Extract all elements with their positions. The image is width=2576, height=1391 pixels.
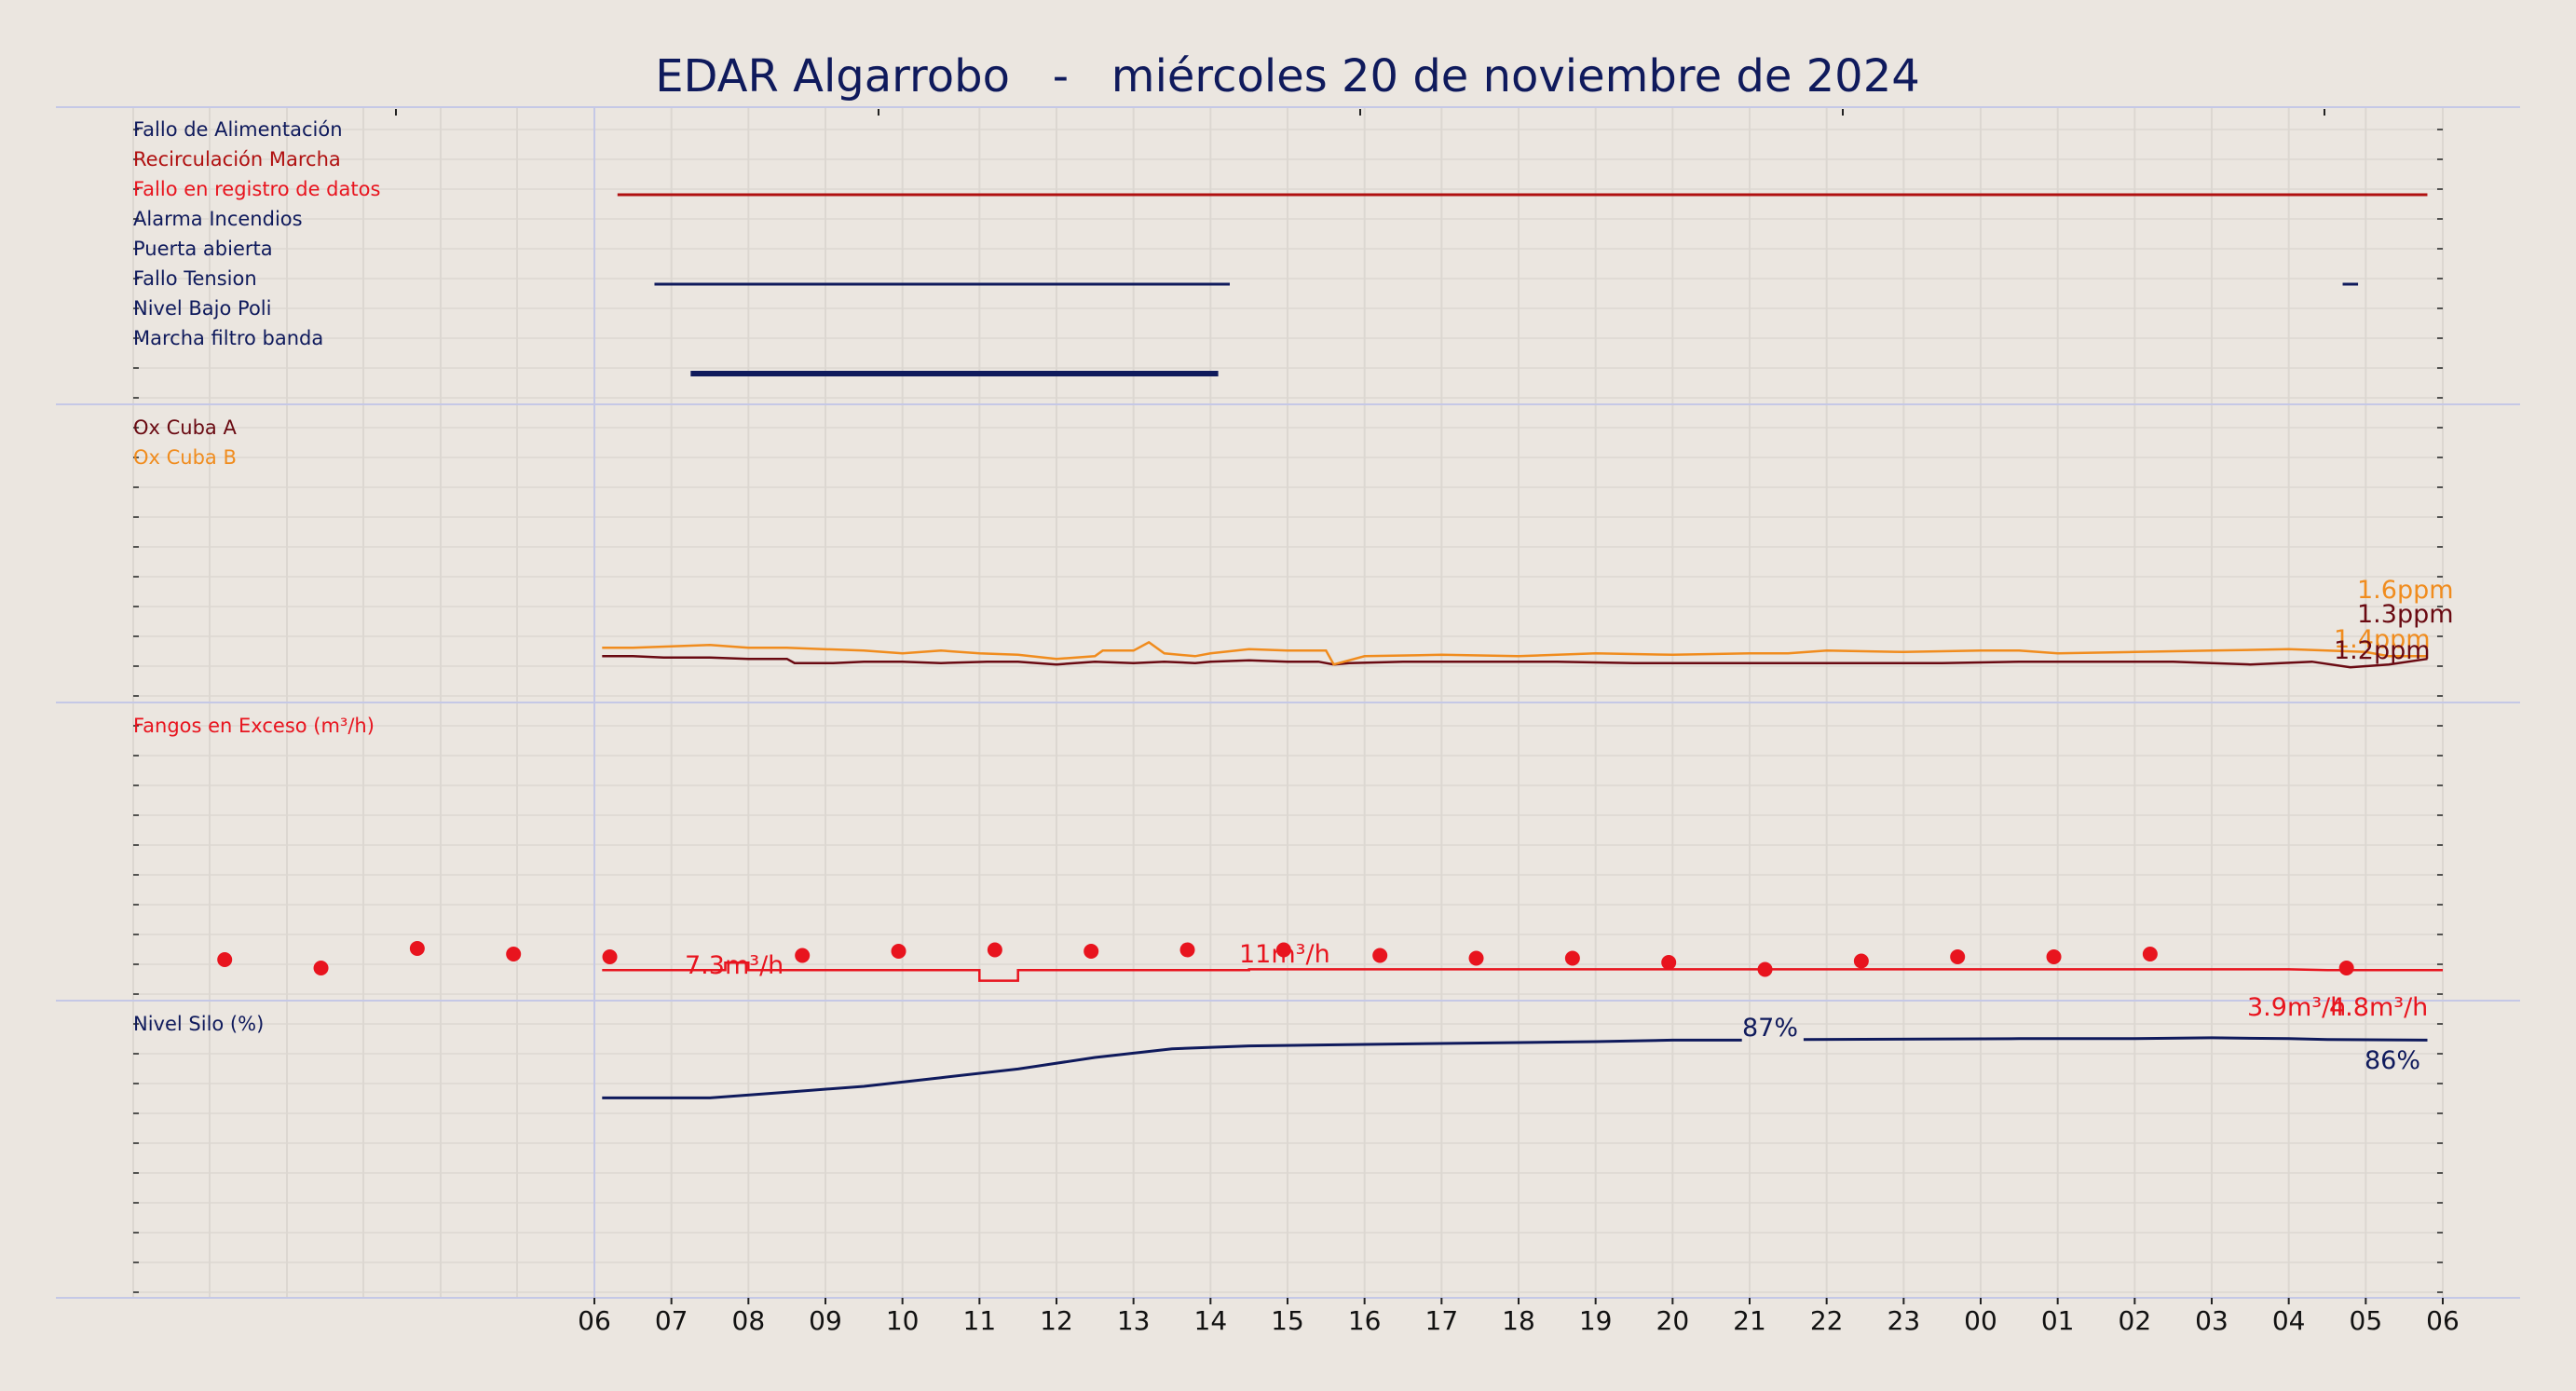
x-tick-label: 06 xyxy=(578,1305,611,1336)
scatter-point xyxy=(1853,953,1869,969)
x-tick-label: 16 xyxy=(1348,1305,1382,1336)
x-tick-label: 17 xyxy=(1425,1305,1459,1336)
series-line xyxy=(602,655,2428,669)
signal-label: Marcha filtro banda xyxy=(133,327,323,349)
value-annotation: 3.9m³/h xyxy=(2247,993,2346,1022)
series-end-label: 1.6ppm xyxy=(2357,576,2454,605)
series-line xyxy=(602,640,2428,666)
value-annotation: 11m³/h xyxy=(1239,940,1330,969)
series-line xyxy=(602,1036,2428,1099)
x-tick-label: 22 xyxy=(1810,1305,1844,1336)
scatter-point xyxy=(2046,949,2062,964)
panel-sludge: Fangos en Exceso (m³/h) 7.3m³/h 11m³/h 3.9m… xyxy=(133,715,2443,1022)
series-end-label: 1.4ppm xyxy=(2334,625,2431,654)
panel-silo: Nivel Silo (%) 87% 86% xyxy=(133,1013,2428,1099)
value-annotation: 4.8m³/h xyxy=(2329,993,2428,1022)
series-end-label: 1.3ppm xyxy=(2357,600,2454,629)
chart-title: EDAR Algarrobo - miércoles 20 de noviemb… xyxy=(655,50,1920,102)
x-tick-label: 09 xyxy=(809,1305,842,1336)
scatter-point xyxy=(313,961,329,975)
x-tick-label: 02 xyxy=(2119,1305,2152,1336)
x-tick-label: 19 xyxy=(1579,1305,1613,1336)
x-tick-label: 08 xyxy=(732,1305,766,1336)
scatter-point xyxy=(1757,961,1773,977)
x-tick-label: 05 xyxy=(2350,1305,2383,1336)
scatter-point xyxy=(2142,947,2158,961)
x-tick-label: 04 xyxy=(2272,1305,2306,1336)
scatter-point xyxy=(409,941,425,956)
x-tick-label: 13 xyxy=(1117,1305,1151,1336)
panel-oxygen: Ox Cuba A Ox Cuba B 1.6ppm1.3ppm1.4ppm1.2p… xyxy=(133,416,2454,669)
scatter-point xyxy=(506,947,522,961)
scatter-point xyxy=(1661,955,1677,970)
scatter-point xyxy=(1372,948,1388,963)
series-legend-label: Fangos en Exceso (m³/h) xyxy=(133,715,375,737)
x-tick-label: 12 xyxy=(1040,1305,1073,1336)
panel-alarms: Fallo de Alimentación Recirculación March… xyxy=(133,118,2428,376)
signal-label: Recirculación Marcha xyxy=(133,148,341,170)
x-tick-label: 11 xyxy=(963,1305,997,1336)
value-annotation: 86% xyxy=(2365,1046,2420,1075)
scatter-point xyxy=(217,952,233,967)
x-tick-label: 21 xyxy=(1733,1305,1766,1336)
x-tick-label: 00 xyxy=(1964,1305,1997,1336)
scatter-point xyxy=(1179,942,1195,958)
series-legend-label: Ox Cuba A xyxy=(133,416,237,439)
scatter-point xyxy=(1275,942,1291,958)
panel-separators xyxy=(56,106,2520,1299)
series-line xyxy=(602,961,2443,982)
x-tick-label: 15 xyxy=(1271,1305,1304,1336)
scatter-point xyxy=(1950,949,1966,964)
signal-label: Puerta abierta xyxy=(133,238,273,260)
scatter-point xyxy=(891,944,906,959)
signal-label: Fallo Tension xyxy=(133,267,257,290)
x-tick-label: 06 xyxy=(2426,1305,2460,1336)
series-end-label: 1.2ppm xyxy=(2334,636,2431,665)
scatter-point xyxy=(987,942,1002,958)
signal-label: Fallo en registro de datos xyxy=(133,178,380,200)
signal-label: Alarma Incendios xyxy=(133,208,303,230)
value-annotation: 87% xyxy=(1742,1014,1798,1043)
series-legend-label: Ox Cuba B xyxy=(133,446,237,469)
x-tick-label: 20 xyxy=(1656,1305,1690,1336)
x-tick-label: 07 xyxy=(655,1305,688,1336)
x-tick-label: 14 xyxy=(1194,1305,1228,1336)
x-tick-label: 18 xyxy=(1502,1305,1535,1336)
series-legend-label: Nivel Silo (%) xyxy=(133,1013,264,1035)
value-annotation: 7.3m³/h xyxy=(685,951,784,980)
scatter-point xyxy=(1468,950,1484,966)
signal-label: Fallo de Alimentación xyxy=(133,118,343,141)
signal-label: Nivel Bajo Poli xyxy=(133,297,271,320)
x-tick-label: 10 xyxy=(886,1305,920,1336)
x-tick-label: 23 xyxy=(1888,1305,1921,1336)
scatter-point xyxy=(2338,961,2354,975)
scatter-point xyxy=(795,948,811,963)
x-tick-label: 01 xyxy=(2041,1305,2075,1336)
scatter-point xyxy=(602,949,618,964)
scatter-point xyxy=(1564,950,1580,966)
scatter-point xyxy=(1084,944,1099,959)
x-axis: 06 07 08 09 10 11 12 13 14 15 16 17 18 19 20 21 22 23 00 01… xyxy=(578,1298,2460,1336)
x-tick-label: 03 xyxy=(2195,1305,2228,1336)
